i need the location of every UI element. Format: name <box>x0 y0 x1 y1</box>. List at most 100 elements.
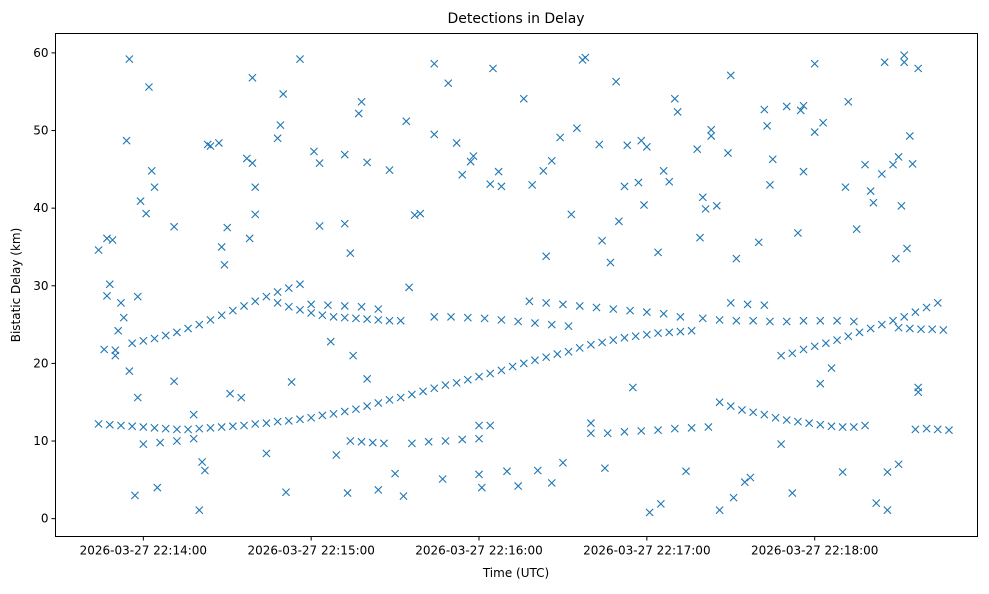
data-point <box>631 332 640 341</box>
data-point <box>612 77 621 86</box>
data-point <box>572 124 581 133</box>
data-point <box>444 79 453 88</box>
data-point <box>273 287 282 296</box>
data-point <box>284 416 293 425</box>
data-point <box>598 236 607 245</box>
data-point <box>142 209 151 218</box>
data-point <box>385 166 394 175</box>
data-point <box>273 134 282 143</box>
data-point <box>796 106 805 115</box>
data-point <box>894 323 903 332</box>
y-tick-label: 40 <box>33 201 48 215</box>
data-point <box>374 315 383 324</box>
data-point <box>880 58 889 67</box>
data-point <box>726 402 735 411</box>
data-point <box>156 438 165 447</box>
data-point <box>494 167 503 176</box>
data-point <box>715 398 724 407</box>
data-point <box>368 438 377 447</box>
data-point <box>542 353 551 362</box>
data-point <box>765 317 774 326</box>
data-point <box>385 316 394 325</box>
data-point <box>407 439 416 448</box>
data-point <box>726 71 735 80</box>
data-point <box>922 424 931 433</box>
data-point <box>732 254 741 263</box>
data-point <box>746 473 755 482</box>
data-point <box>340 313 349 322</box>
data-point <box>497 366 506 375</box>
data-point <box>116 421 125 430</box>
data-point <box>838 423 847 432</box>
data-point <box>547 156 556 165</box>
data-point <box>357 302 366 311</box>
data-point <box>883 468 892 477</box>
data-point <box>626 306 635 315</box>
data-point <box>765 180 774 189</box>
data-point <box>363 158 372 167</box>
data-point <box>877 170 886 178</box>
data-point <box>726 298 735 307</box>
data-point <box>475 421 484 430</box>
data-point <box>161 331 170 340</box>
data-point <box>150 183 159 192</box>
y-tick-label: 10 <box>33 434 48 448</box>
data-point <box>729 493 738 502</box>
data-point <box>628 383 637 392</box>
data-point <box>676 312 685 321</box>
data-point <box>102 291 111 300</box>
data-point <box>318 411 327 420</box>
data-point <box>438 475 447 484</box>
data-point <box>654 426 663 435</box>
data-point <box>595 140 604 149</box>
data-point <box>586 340 595 349</box>
data-point <box>911 425 920 434</box>
data-point <box>556 133 565 142</box>
data-point <box>687 423 696 432</box>
data-point <box>642 308 651 317</box>
data-point <box>749 316 758 325</box>
data-point <box>567 210 576 219</box>
data-point <box>620 182 629 191</box>
data-point <box>307 300 316 309</box>
data-point <box>340 407 349 416</box>
data-point <box>508 362 517 371</box>
data-point <box>228 306 237 315</box>
data-point <box>441 381 450 390</box>
data-point <box>273 417 282 426</box>
data-point <box>768 155 777 164</box>
data-point <box>749 408 758 417</box>
data-point <box>475 372 484 381</box>
data-point <box>704 423 713 432</box>
data-point <box>419 387 428 396</box>
data-point <box>407 390 416 399</box>
data-point <box>592 303 601 312</box>
data-point <box>715 315 724 324</box>
data-point <box>223 223 232 232</box>
data-point <box>844 332 853 341</box>
data-point <box>170 377 179 386</box>
data-point <box>172 328 181 337</box>
data-point <box>782 416 791 425</box>
data-point <box>883 506 892 515</box>
data-point <box>707 131 716 140</box>
data-point <box>525 297 534 306</box>
y-tick-label: 0 <box>41 512 49 526</box>
data-point <box>195 424 204 433</box>
data-point <box>349 351 358 360</box>
data-point <box>821 339 830 348</box>
data-point <box>430 130 439 139</box>
data-point <box>869 198 878 207</box>
data-point <box>833 336 842 345</box>
x-axis-label: Time (UTC) <box>482 566 549 580</box>
data-point <box>237 393 246 402</box>
data-point <box>486 421 495 430</box>
data-point <box>251 210 260 219</box>
data-point <box>793 229 802 237</box>
data-points <box>94 51 953 517</box>
data-point <box>519 94 528 103</box>
data-point <box>452 378 461 387</box>
data-point <box>128 339 137 348</box>
data-point <box>659 309 668 318</box>
data-point <box>195 320 204 329</box>
